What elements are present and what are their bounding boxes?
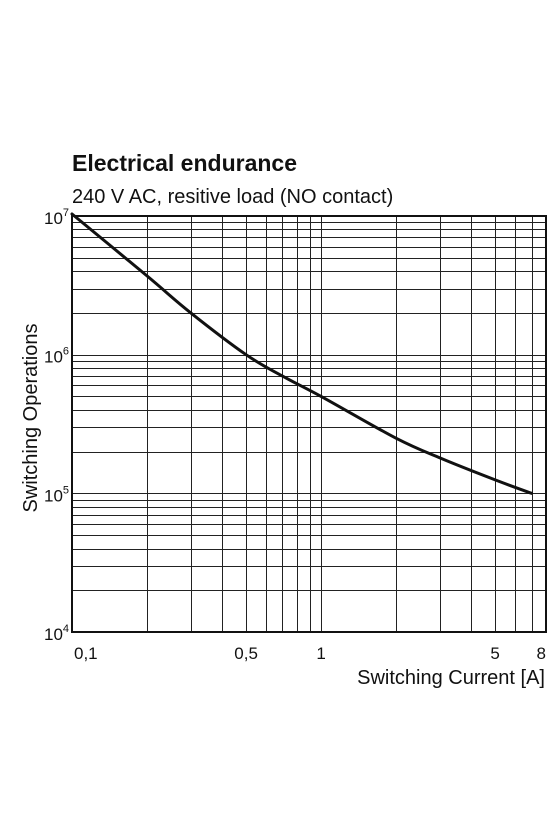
x-tick-label: 0,1 [74,644,98,663]
y-tick-exponent: 5 [63,484,69,496]
x-axis-label: Switching Current [A] [357,667,545,689]
tick-labels: 0,1 0,5 1 5 8 104 105 106 107 [44,207,546,663]
plot-frame [71,215,547,633]
x-tick-label: 5 [490,644,499,663]
grid [72,216,546,632]
y-tick-label: 105 [44,484,69,505]
y-tick-exponent: 6 [63,346,69,358]
chart-subtitle: 240 V AC, resitive load (NO contact) [72,186,393,208]
series-layer [70,212,534,495]
x-tick-label: 0,5 [234,644,258,663]
y-tick-label: 106 [44,346,69,367]
x-tick-label: 8 [537,644,546,663]
chart-title: Electrical endurance [72,150,297,176]
y-tick-exponent: 7 [63,207,69,219]
y-tick-exponent: 4 [63,623,69,635]
y-tick-label: 104 [44,623,69,644]
endurance-curve [70,212,534,495]
y-axis-label: Switching Operations [20,324,42,513]
y-tick-label: 107 [44,207,69,228]
x-tick-label: 1 [316,644,325,663]
